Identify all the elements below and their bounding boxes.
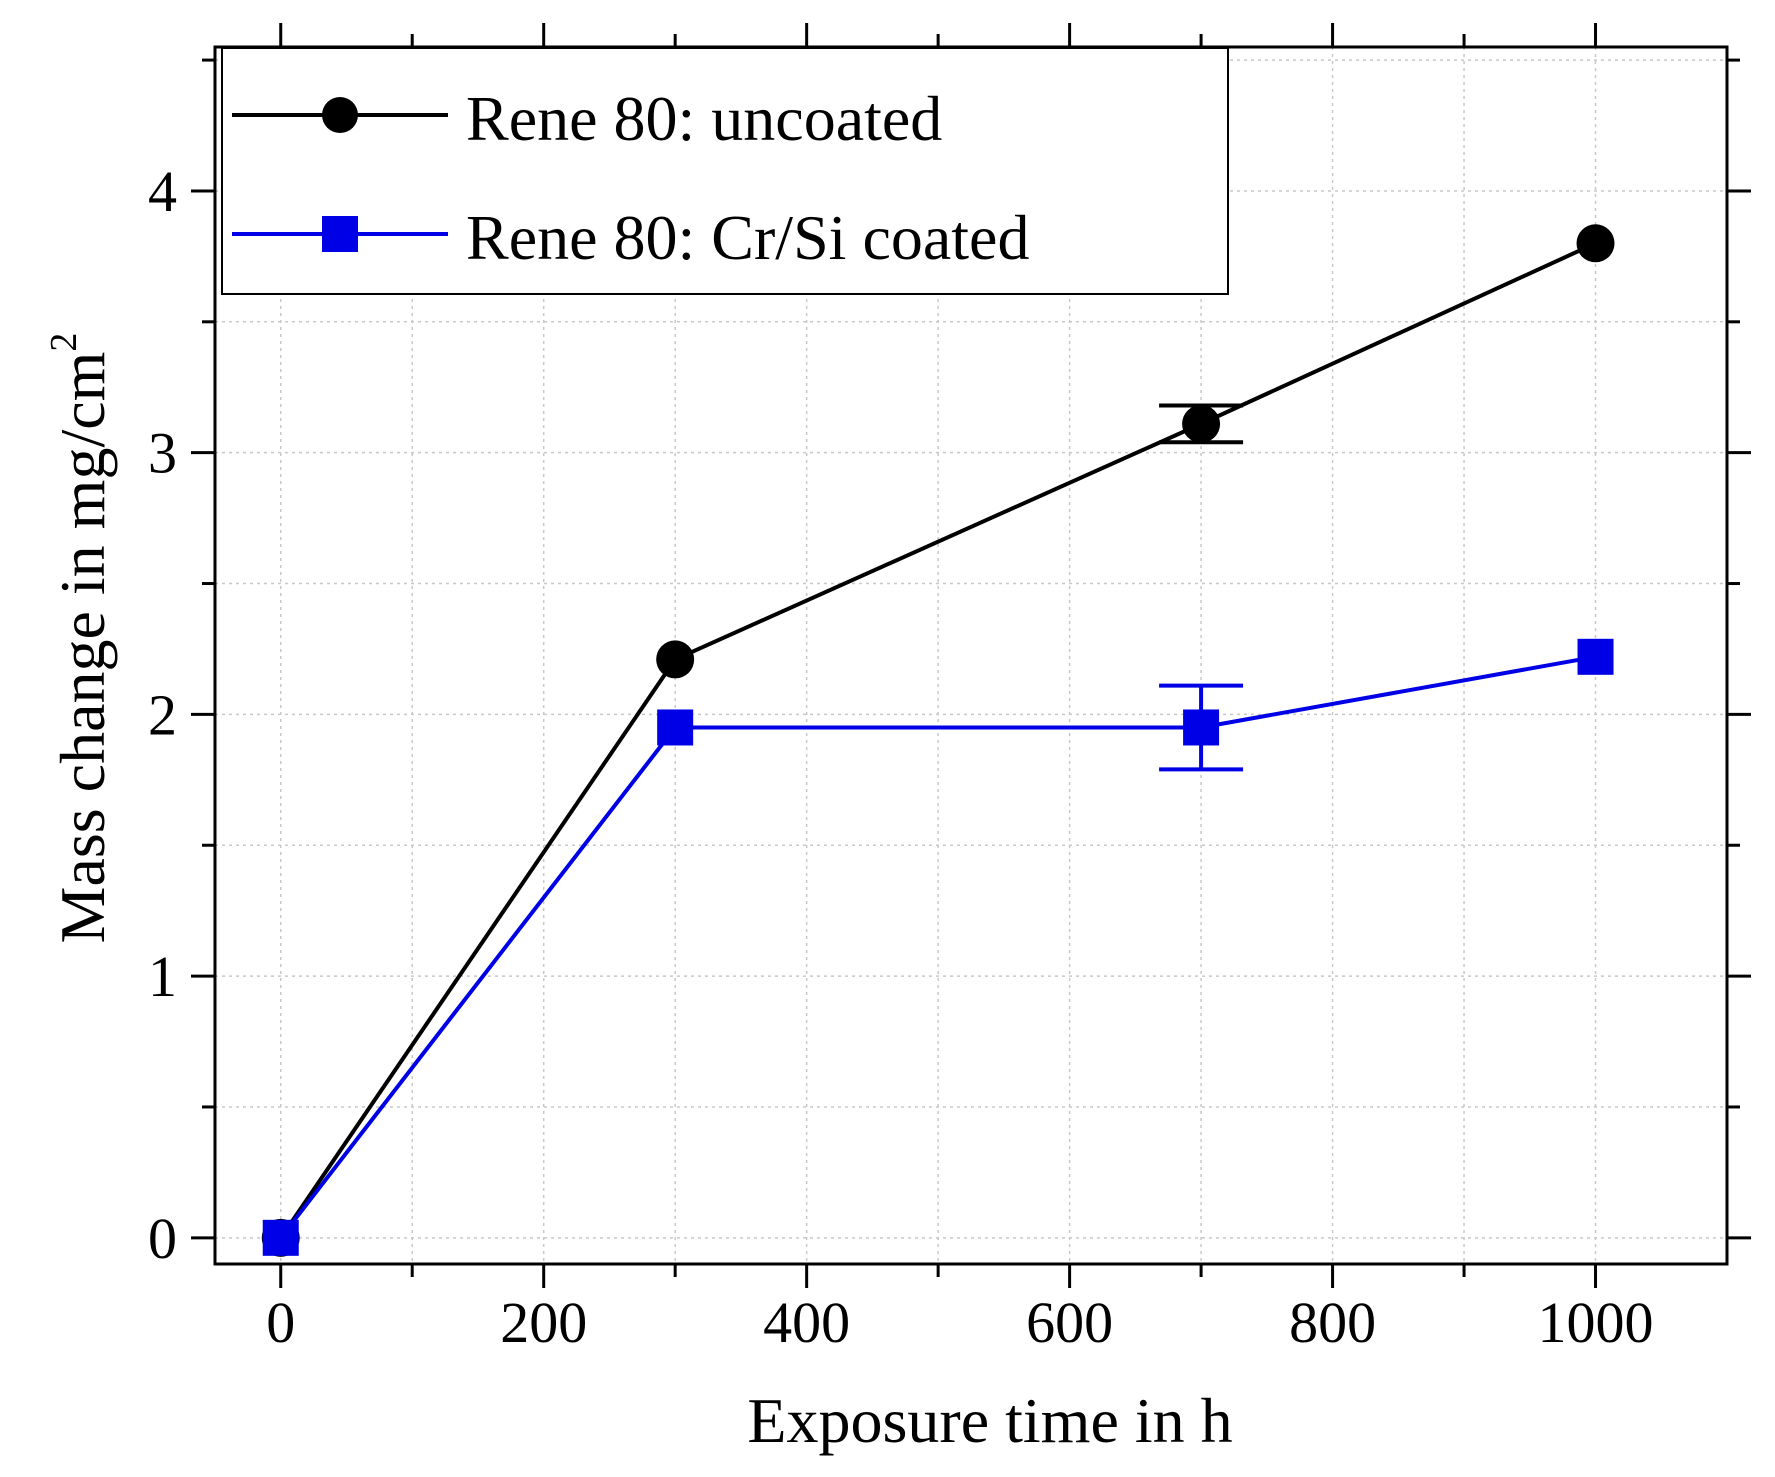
legend-marker-uncoated — [322, 97, 358, 133]
y-tick-label: 1 — [148, 944, 177, 1009]
x-axis-title: Exposure time in h — [747, 1385, 1232, 1456]
series-0 — [261, 224, 1615, 1257]
legend-label-uncoated: Rene 80: uncoated — [466, 83, 942, 154]
data-point — [1182, 404, 1221, 443]
series-1 — [262, 638, 1614, 1256]
data-point — [656, 640, 695, 679]
legend: Rene 80: uncoated Rene 80: Cr/Si coated — [221, 47, 1229, 295]
data-point — [1576, 224, 1615, 263]
series-line — [279, 654, 1596, 1240]
axis-ticks — [191, 23, 1751, 1288]
x-tick-label: 0 — [266, 1290, 295, 1355]
tick-labels: 0 200 400 600 800 1000 0 1 2 3 4 — [148, 159, 1654, 1355]
y-axis-title: Mass change in mg/cm2 — [43, 333, 118, 944]
x-tick-label: 600 — [1026, 1290, 1113, 1355]
y-axis-title-superscript: 2 — [43, 333, 85, 352]
y-tick-label: 4 — [148, 159, 177, 224]
x-tick-label: 1000 — [1538, 1290, 1654, 1355]
legend-box — [221, 47, 1229, 295]
legend-entry-uncoated: Rene 80: uncoated — [232, 83, 942, 154]
y-axis-title-text: Mass change in mg/cm — [47, 352, 118, 944]
data-point — [1183, 709, 1220, 746]
x-tick-label: 800 — [1289, 1290, 1376, 1355]
data-point — [657, 709, 694, 746]
y-tick-label: 0 — [148, 1206, 177, 1271]
data-point — [262, 1219, 299, 1256]
legend-entry-coated: Rene 80: Cr/Si coated — [232, 202, 1029, 273]
series-line — [279, 241, 1597, 1239]
y-tick-label: 3 — [148, 421, 177, 486]
y-tick-label: 2 — [148, 682, 177, 747]
series-layer — [261, 224, 1615, 1257]
legend-label-coated: Rene 80: Cr/Si coated — [466, 202, 1029, 273]
x-tick-label: 200 — [500, 1290, 587, 1355]
data-point — [1577, 638, 1614, 675]
legend-marker-coated — [322, 216, 358, 252]
x-tick-label: 400 — [763, 1290, 850, 1355]
